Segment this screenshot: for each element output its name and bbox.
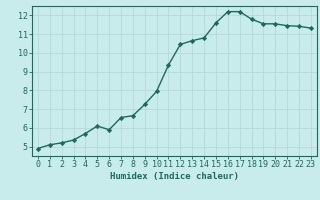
- X-axis label: Humidex (Indice chaleur): Humidex (Indice chaleur): [110, 172, 239, 181]
